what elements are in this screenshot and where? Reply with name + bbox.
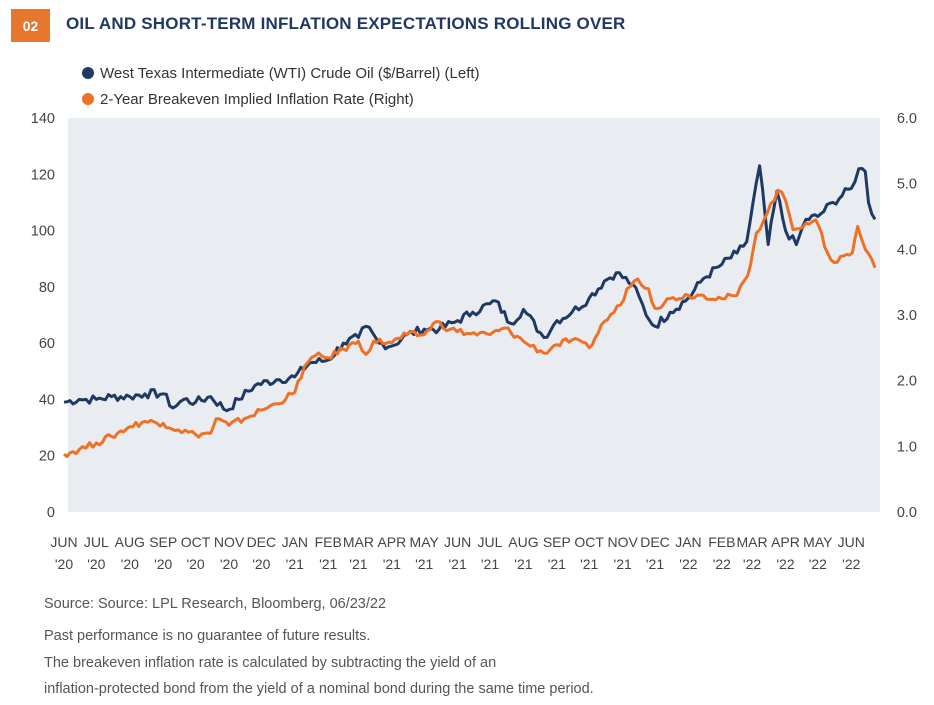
x-tick-label-year: '22 [842,556,860,572]
x-tick-label-year: '22 [776,556,794,572]
x-tick-label-year: '20 [220,556,238,572]
y-right-tick-label: 1.0 [897,439,917,455]
x-tick-label-month: MAR [736,534,767,550]
x-tick-label-month: APR [771,534,800,550]
x-tick-label-year: '20 [252,556,270,572]
x-tick-label-month: JUL [84,534,109,550]
x-tick-label-year: '21 [449,556,467,572]
x-tick-label-year: '20 [121,556,139,572]
x-tick-label-year: '21 [319,556,337,572]
y-right-tick-label: 4.0 [897,242,917,258]
x-tick-label-year: '22 [713,556,731,572]
x-tick-label-month: JAN [282,534,308,550]
x-tick-label-year: '20 [154,556,172,572]
series-line-wti [63,164,877,413]
x-tick-label-month: JUN [50,534,77,550]
footnote-line-2: inflation-protected bond from the yield … [44,681,594,697]
y-right-tick-label: 3.0 [897,308,917,324]
x-tick-label-month: SEP [149,534,177,550]
x-tick-label-month: AUG [115,534,145,550]
x-tick-label-month: JUL [478,534,503,550]
x-tick-label-month: JUN [838,534,865,550]
x-tick-label-year: '22 [809,556,827,572]
x-tick-label-year: '21 [415,556,433,572]
x-tick-label-month: JUN [444,534,471,550]
y-right-tick-label: 0.0 [897,505,917,521]
x-tick-label-year: '21 [514,556,532,572]
legend-label-wti: West Texas Intermediate (WTI) Crude Oil … [100,64,480,82]
y-right-tick-label: 5.0 [897,177,917,193]
legend-label-breakeven: 2-Year Breakeven Implied Inflation Rate … [100,90,414,108]
y-left-tick-label: 20 [39,449,55,465]
line-chart: 0 20 40 60 80 100 120 140 0.0 1.0 2.0 3.0 4.0 5.0 6.0 J… [31,111,917,572]
y-left-tick-label: 0 [47,505,55,521]
x-tick-label-month: OCT [574,534,604,550]
x-tick-label-month: MAY [803,534,833,550]
y-right-tick-label: 2.0 [897,374,917,390]
legend-swatch-wti [82,67,94,79]
x-tick-label-year: '20 [55,556,73,572]
x-tick-label-month: FEB [315,534,342,550]
legend-item-breakeven: 2-Year Breakeven Implied Inflation Rate … [82,86,480,112]
x-tick-label-month: NOV [607,534,638,550]
chart-number-badge: 02 [11,9,50,42]
x-tick-label-year: '21 [580,556,598,572]
x-tick-label-year: '22 [679,556,697,572]
x-tick-label-year: '21 [383,556,401,572]
x-tick-label-year: '20 [186,556,204,572]
y-left-tick-label: 40 [39,392,55,408]
legend: West Texas Intermediate (WTI) Crude Oil … [82,60,480,112]
x-tick-label-month: APR [377,534,406,550]
x-tick-label-year: '21 [548,556,566,572]
x-tick-label-year: '21 [481,556,499,572]
x-tick-label-year: '22 [743,556,761,572]
x-tick-label-year: '21 [646,556,664,572]
chart-title: OIL AND SHORT-TERM INFLATION EXPECTATION… [66,14,626,33]
y-left-tick-label: 60 [39,336,55,352]
x-tick-label-month: MAY [410,534,440,550]
y-right-tick-label: 6.0 [897,111,917,127]
x-tick-label-year: '21 [349,556,367,572]
x-tick-label-month: SEP [543,534,571,550]
x-tick-label-year: '20 [87,556,105,572]
x-tick-label-month: FEB [708,534,735,550]
x-tick-label-month: JAN [675,534,701,550]
x-tick-label-month: MAR [343,534,374,550]
y-left-tick-label: 100 [31,224,55,240]
x-tick-label-month: OCT [181,534,211,550]
x-tick-label-month: DEC [247,534,277,550]
legend-item-wti: West Texas Intermediate (WTI) Crude Oil … [82,60,480,86]
y-left-tick-label: 80 [39,280,55,296]
y-left-tick-label: 140 [31,111,55,127]
x-tick-label-year: '21 [614,556,632,572]
legend-swatch-breakeven [82,93,94,105]
footnote-line-1: The breakeven inflation rate is calculat… [44,655,497,671]
x-tick-label-year: '21 [286,556,304,572]
source-note: Source: Source: LPL Research, Bloomberg,… [44,596,387,612]
x-tick-label-month: AUG [508,534,538,550]
series-line-breakeven [63,188,877,458]
x-tick-label-month: NOV [214,534,245,550]
y-left-tick-label: 120 [31,167,55,183]
disclaimer-note: Past performance is no guarantee of futu… [44,628,371,644]
x-tick-label-month: DEC [640,534,670,550]
